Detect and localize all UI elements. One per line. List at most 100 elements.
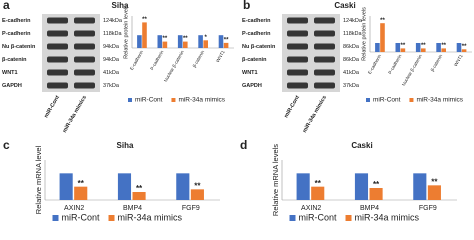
blot-band (287, 17, 308, 24)
size-label: 41kDa (343, 70, 360, 76)
y-axis-label: Relative protein levels (123, 5, 129, 59)
bar (354, 173, 369, 200)
size-label: 37kDa (343, 83, 360, 89)
x-tick-label: P-cadherin (387, 53, 402, 75)
blot-background (42, 14, 100, 92)
bar (218, 35, 224, 48)
x-tick-label: β-catenin (192, 49, 206, 68)
protein-label: WNT1 (2, 70, 18, 76)
blot-band (74, 69, 95, 76)
blot-band (287, 43, 308, 50)
significance-mark: * (205, 35, 208, 41)
blot-band (314, 69, 335, 76)
size-label: 118kDa (343, 31, 362, 37)
x-tick-label: P-cadherin (149, 49, 164, 71)
blot-band (47, 43, 68, 50)
bar (190, 189, 204, 200)
legend-swatch (409, 98, 414, 102)
legend-swatch (108, 215, 115, 221)
legend-swatch (366, 98, 370, 102)
size-label: 118kDa (103, 31, 122, 37)
x-tick-label: WNT1 (453, 53, 464, 67)
bar (177, 35, 183, 48)
x-tick-label: AXIN2 (64, 205, 84, 212)
bar (223, 42, 229, 48)
bar (137, 35, 142, 48)
blot-band (47, 17, 68, 24)
significance-mark: ** (315, 179, 322, 188)
size-label: 86kDa (343, 57, 360, 63)
size-label: 37kDa (103, 83, 120, 89)
protein-label: P-cadherin (242, 31, 271, 37)
bar (369, 188, 383, 200)
legend-label: miR-Cont (373, 97, 401, 104)
blot-band (74, 43, 95, 50)
panel-letter: b (243, 0, 250, 12)
protein-label: GAPDH (2, 83, 22, 89)
lane-label: miR-Cont (43, 95, 61, 120)
x-tick-label: β-catenin (430, 53, 444, 72)
blot-band (47, 82, 68, 89)
bar (400, 48, 406, 52)
bar (421, 48, 426, 52)
legend-label: miR-Cont (135, 97, 163, 104)
x-tick-label: BMP4 (360, 205, 379, 212)
bar (380, 23, 385, 52)
blot-band (47, 56, 68, 63)
bar (461, 49, 467, 52)
bar (375, 43, 380, 52)
blot-band (47, 69, 68, 76)
legend-label: miR-34a mimics (178, 97, 225, 104)
legend-label: miR-34a mimics (416, 97, 463, 104)
size-label: 41kDa (103, 70, 120, 76)
panel-letter: a (3, 0, 10, 12)
bar (142, 22, 147, 48)
significance-mark: ** (431, 177, 438, 186)
significance-mark: ** (194, 181, 201, 190)
protein-label: WNT1 (242, 70, 258, 76)
size-label: 94kDa (103, 44, 120, 50)
blot-band (74, 17, 95, 24)
protein-label: Nu β-catenin (242, 44, 276, 50)
size-label: 94kDa (103, 57, 120, 63)
legend-label: miR-Cont (62, 212, 101, 222)
bar (296, 173, 310, 200)
x-tick-label: E-cadherin (129, 49, 144, 71)
protein-label: β-catenin (242, 57, 267, 63)
significance-mark: ** (421, 43, 426, 49)
blot-band (74, 82, 95, 89)
protein-label: E-cadherin (2, 18, 31, 24)
bar (198, 35, 203, 48)
significance-mark: ** (163, 36, 168, 42)
bar (415, 43, 421, 52)
panel-letter: c (3, 138, 10, 152)
lane-label: miR-Cont (283, 95, 301, 120)
blot-band (314, 43, 335, 50)
lane-label: miR-34a mimics (302, 95, 328, 134)
bar (162, 41, 168, 48)
x-tick-label: FGF9 (182, 205, 200, 212)
bar (436, 43, 441, 52)
significance-mark: ** (183, 36, 188, 42)
bar (427, 185, 441, 200)
legend-swatch (128, 98, 132, 102)
blot-background (282, 14, 340, 92)
legend-swatch (171, 98, 176, 102)
bar (413, 173, 427, 200)
blot-band (47, 30, 68, 37)
x-tick-label: Nuclear β-catenin (163, 49, 185, 83)
x-tick-label: Nuclear β-catenin (401, 53, 423, 87)
y-axis-label: Relative mRNA levels (271, 144, 280, 216)
legend-label: miR-34a mimics (118, 212, 183, 222)
significance-mark: ** (224, 37, 229, 43)
blot-band (314, 17, 335, 24)
significance-mark: ** (136, 184, 143, 193)
bar (74, 186, 88, 200)
size-label: 124kDa (343, 18, 363, 24)
panel-title: Siha (112, 1, 129, 10)
x-tick-label: AXIN2 (301, 205, 321, 212)
bar (157, 35, 163, 48)
blot-band (287, 69, 308, 76)
significance-mark: ** (78, 179, 85, 188)
protein-label: Nu β-catenin (2, 44, 36, 50)
